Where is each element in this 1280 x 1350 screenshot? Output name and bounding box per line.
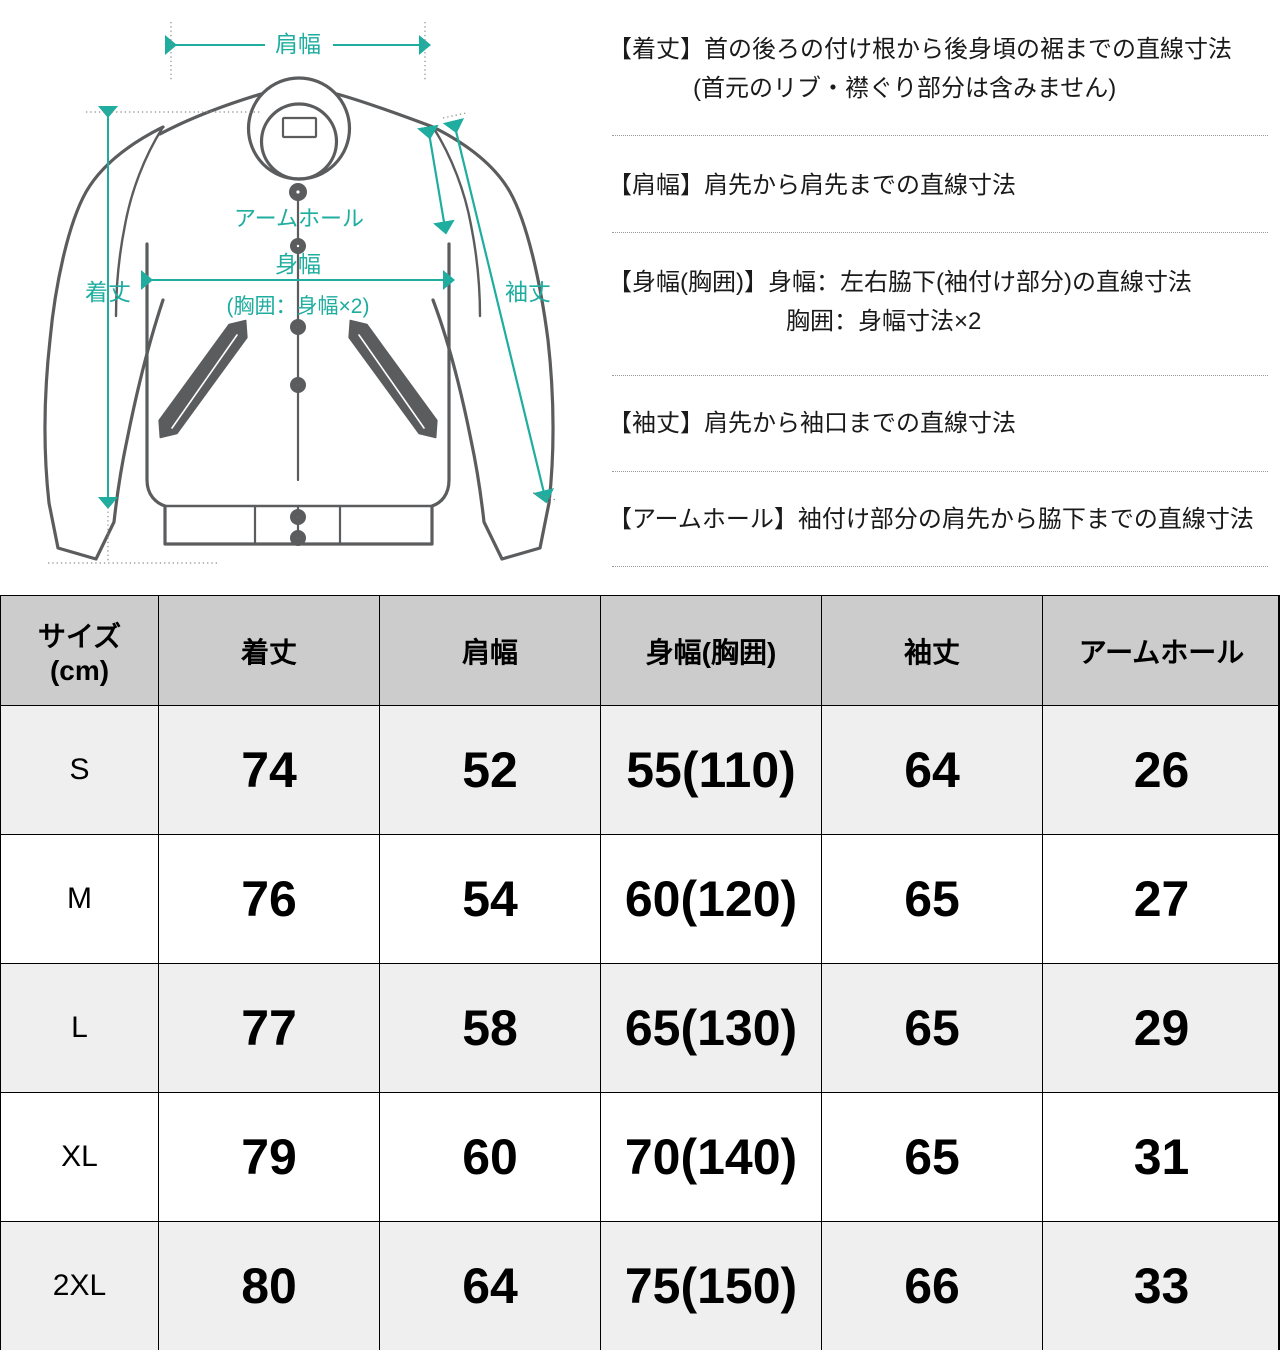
svg-text:袖丈: 袖丈	[505, 279, 551, 305]
svg-text:アームホール: アームホール	[234, 206, 364, 231]
svg-text:身幅: 身幅	[275, 251, 321, 277]
svg-text:(胸囲：身幅×2): (胸囲：身幅×2)	[227, 295, 370, 318]
svg-text:着丈: 着丈	[85, 279, 131, 305]
svg-text:肩幅: 肩幅	[275, 31, 321, 57]
